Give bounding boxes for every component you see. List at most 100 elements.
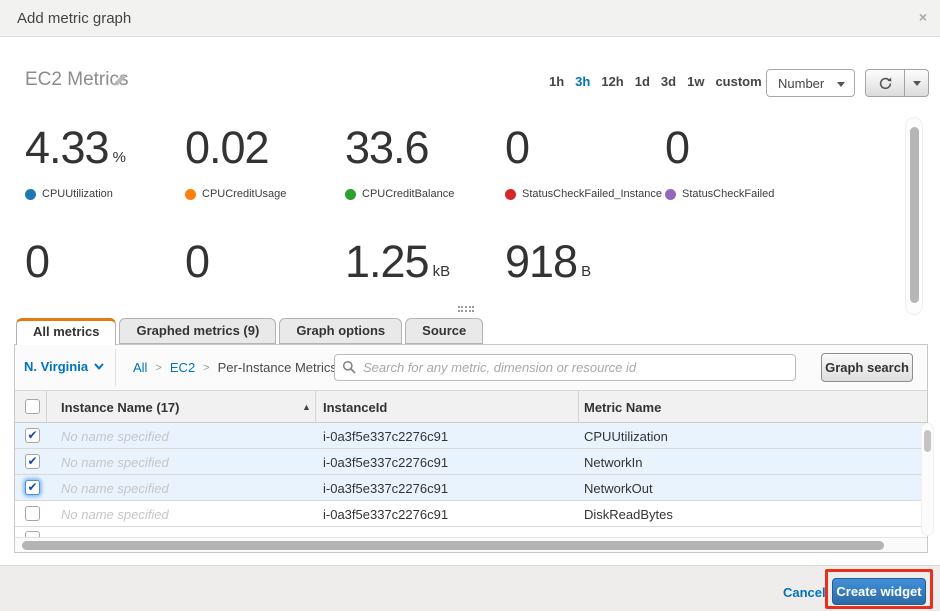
tab-graph-options[interactable]: Graph options: [279, 318, 403, 344]
legend-color-dot: [665, 188, 676, 200]
range-1d[interactable]: 1d: [634, 74, 650, 89]
breadcrumb-separator: >: [203, 361, 210, 374]
table-vscrollbar-track: [921, 423, 934, 536]
metric-card: 1.25 kB: [345, 238, 503, 286]
close-icon[interactable]: ×: [918, 9, 927, 25]
metric-card: 0: [25, 238, 183, 286]
metric-card-statuscheckfailed-instance: 0 StatusCheckFailed_Instance: [505, 124, 663, 200]
refresh-button-group: [865, 69, 929, 97]
metric-search: [334, 354, 796, 381]
range-custom-label: custom: [715, 74, 762, 89]
legend-label: StatusCheckFailed: [682, 188, 775, 200]
row-checkbox[interactable]: [25, 506, 40, 521]
breadcrumb-current: Per-Instance Metrics: [217, 360, 337, 375]
tab-source[interactable]: Source: [405, 318, 484, 344]
chevron-down-icon: [912, 80, 921, 86]
metric-value: 0.02: [185, 122, 270, 173]
cell-metric-name: NetworkIn: [584, 455, 643, 470]
row-checkbox[interactable]: ✔: [25, 454, 40, 469]
search-input[interactable]: [334, 354, 796, 381]
breadcrumb-ec2[interactable]: EC2: [169, 360, 196, 375]
edit-pencil-icon[interactable]: [113, 73, 127, 87]
table-row-cpuutilization[interactable]: ✔ No name specified i-0a3f5e337c2276c91 …: [15, 423, 927, 449]
cell-instance-name: No name specified: [61, 455, 169, 470]
table-vscrollbar-thumb[interactable]: [924, 430, 931, 452]
table-hscrollbar-track: [15, 537, 927, 552]
table-row-diskreadbytes[interactable]: No name specified i-0a3f5e337c2276c91 Di…: [15, 501, 927, 527]
metric-value: 0: [185, 236, 210, 287]
legend-label: CPUCreditUsage: [202, 188, 287, 200]
refresh-button[interactable]: [865, 69, 905, 97]
cell-instance-name: No name specified: [61, 507, 169, 522]
create-widget-button[interactable]: Create widget: [832, 578, 926, 605]
table-row-networkin[interactable]: ✔ No name specified i-0a3f5e337c2276c91 …: [15, 449, 927, 475]
range-3h-selected[interactable]: 3h: [575, 74, 591, 89]
chevron-down-icon: [837, 82, 845, 87]
breadcrumb-all[interactable]: All: [133, 360, 148, 375]
region-selector[interactable]: N. Virginia: [24, 359, 104, 374]
tab-graphed-metrics[interactable]: Graphed metrics (9): [119, 318, 277, 344]
cell-instance-id: i-0a3f5e337c2276c91: [323, 429, 449, 444]
view-mode-select[interactable]: Number: [766, 69, 855, 97]
filter-bar: N. Virginia All > EC2 > Per-Instance Met…: [15, 345, 927, 390]
cell-instance-id: i-0a3f5e337c2276c91: [323, 455, 449, 470]
range-12h[interactable]: 12h: [601, 74, 624, 89]
range-1w[interactable]: 1w: [687, 74, 705, 89]
column-header-metric-name[interactable]: Metric Name: [584, 400, 662, 415]
cell-instance-id: i-0a3f5e337c2276c91: [323, 507, 449, 522]
refresh-icon: [879, 77, 891, 89]
metric-card: 918 B: [505, 238, 663, 286]
breadcrumb-separator: >: [155, 361, 162, 374]
graph-search-button[interactable]: Graph search: [821, 353, 913, 382]
column-header-instance-id[interactable]: InstanceId: [323, 400, 388, 415]
table-row-partial: [15, 527, 927, 537]
region-label: N. Virginia: [24, 359, 89, 374]
cell-instance-name: No name specified: [61, 481, 169, 496]
metric-value: 0: [25, 236, 50, 287]
table-hscrollbar-thumb[interactable]: [22, 541, 884, 550]
metric-unit: B: [581, 263, 592, 280]
metrics-tabs: All metrics Graphed metrics (9) Graph op…: [16, 318, 486, 345]
legend-color-dot: [185, 188, 196, 200]
select-all-checkbox[interactable]: [25, 399, 40, 414]
annotation-highlight-box: [825, 569, 933, 609]
table-row-networkout[interactable]: ✔ No name specified i-0a3f5e337c2276c91 …: [15, 475, 927, 501]
dialog-header: Add metric graph ×: [0, 0, 940, 37]
cell-metric-name: CPUUtilization: [584, 429, 668, 444]
metrics-scrollbar-thumb[interactable]: [910, 127, 919, 303]
dialog-footer: Cancel Create widget: [0, 565, 940, 611]
legend-color-dot: [25, 188, 36, 200]
metric-value: 0: [505, 122, 530, 173]
table-header: Instance Name (17) ▲ InstanceId Metric N…: [15, 390, 927, 423]
legend-label: CPUUtilization: [42, 188, 113, 200]
cancel-button[interactable]: Cancel: [783, 585, 826, 600]
metric-card-cpuutilization: 4.33 % CPUUtilization: [25, 124, 183, 200]
column-divider: [315, 391, 316, 422]
cell-instance-id: i-0a3f5e337c2276c91: [323, 481, 449, 496]
metric-card: 0: [185, 238, 343, 286]
all-metrics-panel: N. Virginia All > EC2 > Per-Instance Met…: [14, 344, 928, 553]
resize-grip-icon[interactable]: [458, 306, 474, 314]
metric-value: 0: [665, 122, 690, 173]
column-header-instance-name[interactable]: Instance Name (17): [61, 400, 180, 415]
row-checkbox[interactable]: ✔: [25, 428, 40, 443]
legend-color-dot: [505, 188, 516, 200]
range-custom[interactable]: custom: [715, 74, 774, 89]
breadcrumb: All > EC2 > Per-Instance Metrics: [133, 360, 337, 375]
row-checkbox-focused[interactable]: ✔: [25, 480, 40, 495]
metric-unit: kB: [432, 263, 451, 280]
sort-ascending-icon: ▲: [302, 402, 311, 412]
metric-value: 33.6: [345, 122, 430, 173]
divider: [115, 349, 116, 386]
metric-value: 1.25: [345, 236, 430, 287]
row-checkbox-partial: [25, 531, 40, 537]
metric-card-statuscheckfailed: 0 StatusCheckFailed: [665, 124, 823, 200]
tab-all-metrics[interactable]: All metrics: [16, 318, 117, 345]
range-3d[interactable]: 3d: [660, 74, 677, 89]
metric-card-cpucreditusage: 0.02 CPUCreditUsage: [185, 124, 343, 200]
chevron-down-icon: [94, 363, 104, 370]
cell-instance-name: No name specified: [61, 429, 169, 444]
range-1h[interactable]: 1h: [549, 74, 565, 89]
refresh-options-button[interactable]: [905, 69, 929, 97]
